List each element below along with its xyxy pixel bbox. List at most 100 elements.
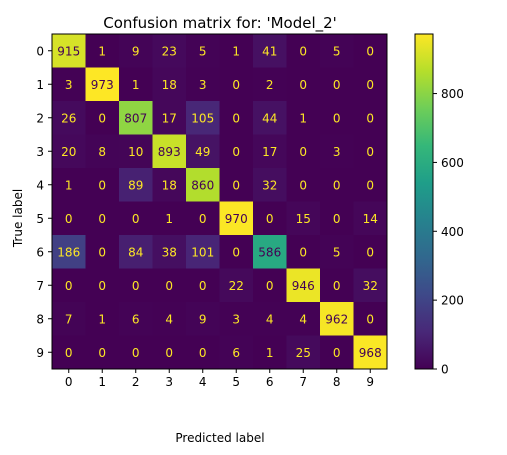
- cell-value-label: 962: [325, 312, 348, 326]
- cell-value-label: 0: [366, 245, 374, 259]
- cell-value-label: 586: [258, 245, 281, 259]
- chart-title: Confusion matrix for: 'Model_2': [103, 14, 337, 33]
- heatmap-cell: [152, 67, 187, 102]
- heatmap-cell: [253, 34, 287, 68]
- cell-value-label: 6: [132, 312, 140, 326]
- cell-value-label: 15: [296, 212, 311, 226]
- heatmap-cell: [353, 235, 388, 269]
- x-tick-label: 7: [299, 375, 307, 389]
- heatmap-cell: [253, 335, 287, 370]
- heatmap-cell: [353, 168, 388, 202]
- heatmap-cell: [52, 168, 86, 202]
- heatmap-cell: [152, 235, 187, 269]
- heatmap-cell: [119, 201, 153, 236]
- cell-value-label: 3: [199, 78, 207, 92]
- y-tick-label: 5: [36, 212, 44, 226]
- cell-value-label: 0: [333, 178, 341, 192]
- cell-value-label: 807: [124, 111, 147, 125]
- heatmap-cell: [219, 335, 254, 370]
- y-tick-label: 0: [36, 44, 44, 58]
- cell-value-label: 0: [199, 346, 207, 360]
- cell-value-label: 0: [333, 78, 341, 92]
- heatmap-cell: [85, 268, 120, 303]
- cell-value-label: 0: [132, 212, 140, 226]
- heatmap-cell: [219, 302, 254, 336]
- cell-value-label: 186: [57, 245, 80, 259]
- x-tick-label: 0: [65, 375, 73, 389]
- heatmap-cell: [320, 335, 354, 370]
- heatmap-cell: [119, 235, 153, 269]
- heatmap-cell: [286, 335, 321, 370]
- cell-value-label: 0: [333, 279, 341, 293]
- x-tick-label: 5: [232, 375, 240, 389]
- cell-value-label: 0: [266, 212, 274, 226]
- heatmap-cell: [52, 34, 86, 68]
- cell-value-label: 7: [65, 312, 73, 326]
- cell-value-label: 17: [262, 145, 277, 159]
- heatmap-cell: [85, 67, 120, 102]
- heatmap-cell: [286, 235, 321, 269]
- x-tick-label: 4: [199, 375, 207, 389]
- cell-value-label: 41: [262, 44, 277, 58]
- colorbar-axis: 0 200 400 600 800: [433, 87, 464, 377]
- cell-value-label: 915: [57, 44, 80, 58]
- cell-value-label: 0: [98, 178, 106, 192]
- heatmap-cell: [219, 201, 254, 236]
- cell-value-label: 20: [61, 145, 76, 159]
- cell-value-label: 0: [366, 312, 374, 326]
- y-axis: 0 1 2 3 4 5 6 7 8 9: [36, 44, 52, 360]
- y-tick-label: 7: [36, 279, 44, 293]
- heatmap-cell: [52, 302, 86, 336]
- cell-value-label: 4: [299, 312, 307, 326]
- heatmap-cell: [353, 268, 388, 303]
- heatmap-cell: [253, 302, 287, 336]
- cell-value-label: 0: [333, 346, 341, 360]
- cell-value-label: 44: [262, 111, 277, 125]
- heatmap-cell: [320, 134, 354, 169]
- cell-value-label: 84: [128, 245, 143, 259]
- heatmap-cell: [219, 268, 254, 303]
- cell-value-label: 893: [158, 145, 181, 159]
- heatmap-cell: [219, 67, 254, 102]
- heatmap-cell: [253, 268, 287, 303]
- heatmap-cell: [186, 168, 220, 202]
- heatmap-cell: [320, 168, 354, 202]
- heatmap-cell: [286, 268, 321, 303]
- heatmap-cell: [186, 34, 220, 68]
- cell-value-label: 14: [363, 212, 378, 226]
- heatmap-cell: [52, 235, 86, 269]
- cell-value-label: 0: [366, 145, 374, 159]
- cell-value-label: 101: [191, 245, 214, 259]
- heatmap-cell: [286, 67, 321, 102]
- heatmap-cell: [119, 34, 153, 68]
- heatmap-cell: [253, 235, 287, 269]
- cell-value-label: 0: [266, 279, 274, 293]
- heatmap-cell: [253, 201, 287, 236]
- heatmap-cell: [152, 101, 187, 135]
- heatmap-cell: [186, 101, 220, 135]
- y-tick-label: 3: [36, 145, 44, 159]
- cell-value-label: 22: [229, 279, 244, 293]
- heatmap-cell: [52, 335, 86, 370]
- heatmap-cell: [353, 201, 388, 236]
- heatmap-cell: [253, 168, 287, 202]
- cell-value-label: 5: [199, 44, 207, 58]
- heatmap-cell: [320, 67, 354, 102]
- heatmap-cell: [119, 302, 153, 336]
- cell-value-label: 4: [165, 312, 173, 326]
- x-tick-label: 6: [266, 375, 274, 389]
- y-tick-label: 6: [36, 245, 44, 259]
- y-tick-label: 1: [36, 78, 44, 92]
- y-axis-label: True label: [11, 189, 25, 248]
- cell-value-label: 32: [262, 178, 277, 192]
- cell-value-label: 0: [98, 346, 106, 360]
- cell-value-label: 0: [232, 245, 240, 259]
- cell-value-label: 0: [98, 279, 106, 293]
- cell-value-label: 5: [333, 245, 341, 259]
- cell-value-label: 0: [333, 212, 341, 226]
- x-tick-label: 2: [132, 375, 140, 389]
- heatmap-cell: [119, 101, 153, 135]
- heatmap-cell: [152, 268, 187, 303]
- cell-value-label: 5: [333, 44, 341, 58]
- cell-value-label: 946: [292, 279, 315, 293]
